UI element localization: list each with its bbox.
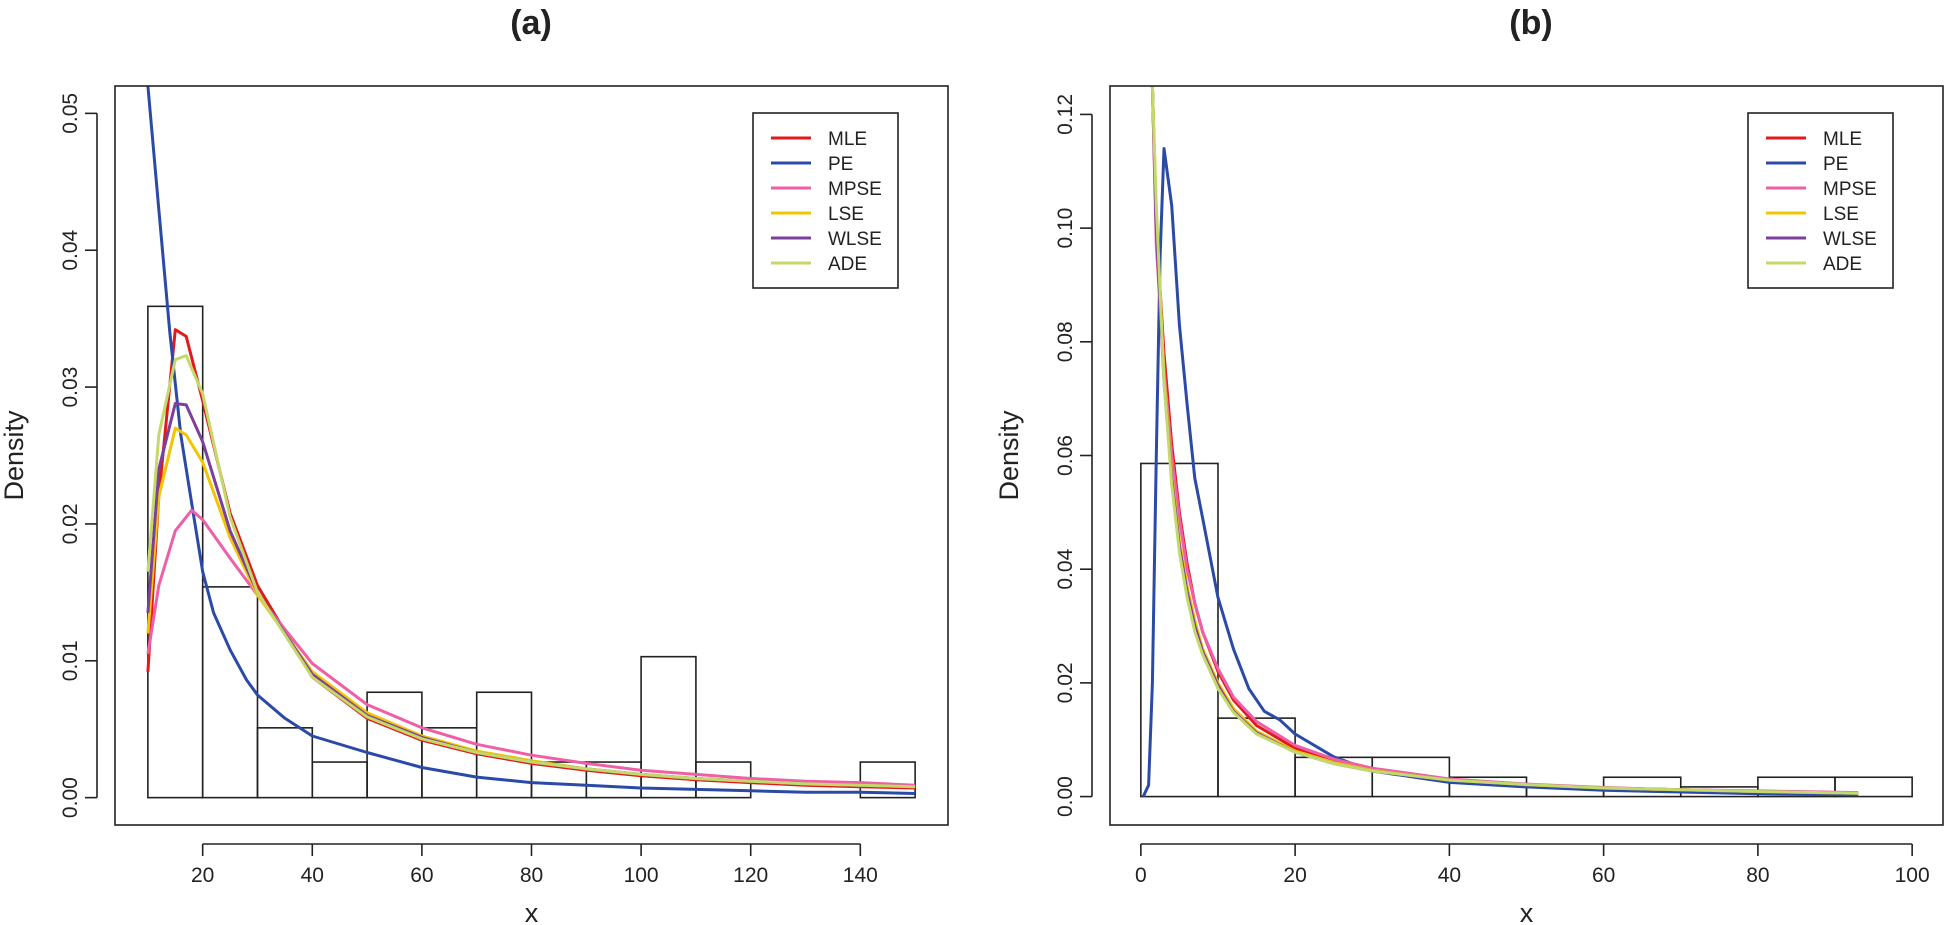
histogram-bar [1140, 462, 1219, 798]
legend-box [752, 112, 899, 289]
x-tick-label: 20 [1283, 864, 1306, 887]
legend-label-mpse: MPSE [828, 179, 882, 200]
y-tick-label: 0.08 [1054, 321, 1077, 362]
x-tick-label: 40 [1438, 864, 1461, 887]
y-tick-label: 0.04 [1054, 548, 1077, 589]
histogram-bar [311, 761, 368, 799]
legend-label-lse: LSE [828, 204, 864, 225]
y-tick-label: 0.06 [1054, 435, 1077, 476]
x-tick-label: 100 [624, 864, 659, 887]
x-tick-label: 80 [1746, 864, 1769, 887]
panel-a: (a) 20 40 60 80 100 120 140 x 0.00 0.01 0.02 0.03 0.0… [0, 4, 949, 925]
histogram-bar [256, 727, 314, 799]
y-tick-label: 0.03 [59, 367, 82, 408]
legend-label-pe: PE [828, 154, 853, 175]
plot-frame [1109, 85, 1944, 826]
legend-label-mle: MLE [828, 129, 867, 150]
x-tick-label: 140 [843, 864, 878, 887]
y-tick-label: 0.00 [1054, 776, 1077, 817]
legend-label-mle: MLE [1823, 129, 1862, 150]
histogram-bar [859, 761, 916, 799]
x-tick-label: 0 [1135, 864, 1147, 887]
y-tick-label: 0.04 [59, 229, 82, 270]
histogram-bar [640, 655, 697, 799]
legend-label-ade: ADE [828, 254, 867, 275]
legend-label-lse: LSE [1823, 204, 1859, 225]
legend-label-wlse: WLSE [828, 229, 882, 250]
density-curve-ade [146, 354, 916, 789]
legend-box [1747, 112, 1894, 289]
legend-label-pe: PE [1823, 154, 1848, 175]
y-tick-label: 0.02 [1054, 662, 1077, 703]
histogram-bar [147, 305, 204, 799]
density-curve-mpse [146, 508, 916, 787]
legend-label-ade: ADE [1823, 254, 1862, 275]
x-tick-label: 80 [520, 864, 543, 887]
y-tick-label: 0.10 [1054, 208, 1077, 249]
y-tick-label: 0.00 [59, 777, 82, 818]
histogram-bar [201, 586, 259, 799]
density-curve-pe [1141, 147, 1859, 798]
density-curve-ade [1150, 86, 1859, 795]
x-tick-label: 60 [1592, 864, 1615, 887]
y-tick-label: 0.05 [59, 93, 82, 134]
histogram-bar [1834, 776, 1913, 798]
plot-frame [114, 85, 949, 826]
x-tick-label: 60 [410, 864, 433, 887]
x-tick-label: 20 [191, 864, 214, 887]
y-tick-label: 0.02 [59, 503, 82, 544]
panel-title: (b) [1509, 4, 1552, 42]
x-tick-label: 120 [733, 864, 768, 887]
x-axis-label: x [1520, 898, 1534, 925]
y-axis-label: Density [0, 410, 29, 501]
y-axis-label: Density [994, 410, 1024, 501]
legend-label-wlse: WLSE [1823, 229, 1877, 250]
y-tick-label: 0.01 [59, 640, 82, 681]
y-tick-label: 0.12 [1054, 94, 1077, 135]
legend-label-mpse: MPSE [1823, 179, 1877, 200]
x-tick-label: 100 [1895, 864, 1930, 887]
density-curve-pe [146, 86, 916, 795]
x-axis-label: x [525, 898, 539, 925]
legend: MLE PE MPSE LSE WLSE ADE [752, 112, 899, 289]
legend: MLE PE MPSE LSE WLSE ADE [1747, 112, 1894, 289]
x-tick-label: 40 [301, 864, 324, 887]
panel-title: (a) [510, 4, 552, 42]
panel-b: (b) 0 20 40 60 80 100 x 0.00 0.02 0.04 0.06 0.08 0.10… [994, 4, 1944, 925]
